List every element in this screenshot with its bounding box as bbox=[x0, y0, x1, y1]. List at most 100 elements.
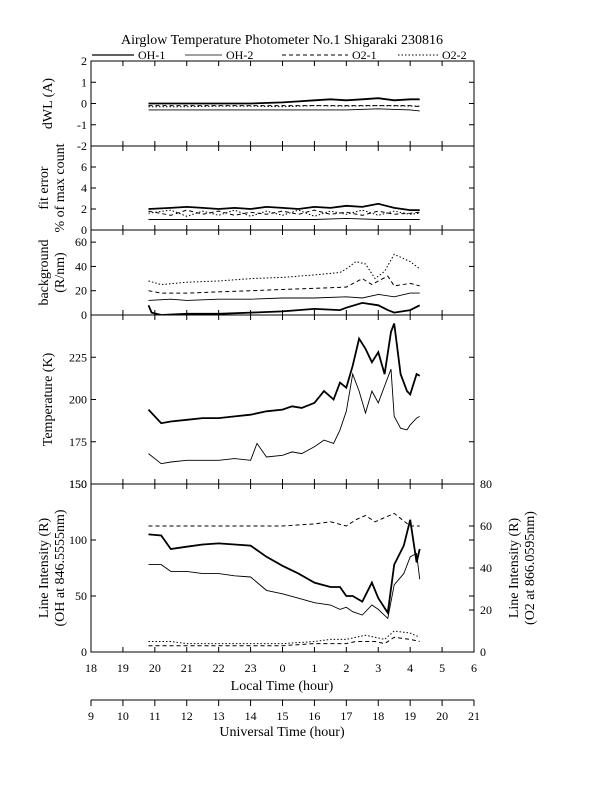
ytick-label-line-intensity: 100 bbox=[69, 533, 87, 547]
xtick-label-local: 23 bbox=[245, 661, 257, 675]
xtick-label-universal: 13 bbox=[213, 709, 225, 723]
xtick-label-local: 2 bbox=[343, 661, 349, 675]
ytick-label-fit-error: 0 bbox=[81, 223, 87, 237]
xtick-label-local: 20 bbox=[149, 661, 161, 675]
y2-axis-title-line-intensity: (O2 at 866.0595nm) bbox=[523, 511, 538, 625]
series-line-temperature-0 bbox=[147, 323, 421, 425]
legend-label-o22: O2-2 bbox=[442, 48, 467, 62]
panel-frame-dwl bbox=[90, 60, 475, 147]
ytick-label-dwl: 1 bbox=[81, 75, 87, 89]
legend-label-oh2: OH-2 bbox=[226, 48, 253, 62]
ytick-label-line-intensity: 50 bbox=[75, 589, 87, 603]
ytick-label-fit-error: 2 bbox=[81, 202, 87, 216]
series-line-dwl-1 bbox=[148, 108, 420, 112]
xtick-label-universal: 15 bbox=[277, 709, 289, 723]
x-axis-title-local: Local Time (hour) bbox=[231, 679, 334, 694]
xtick-label-universal: 19 bbox=[404, 709, 416, 723]
series-line-line-intensity-3 bbox=[148, 630, 420, 645]
y2tick-label-line-intensity: 80 bbox=[480, 477, 492, 491]
xtick-label-universal: 10 bbox=[117, 709, 129, 723]
ytick-label-background: 20 bbox=[75, 284, 87, 298]
xtick-label-local: 18 bbox=[85, 661, 97, 675]
legend: OH-1 OH-2 O2-1 O2-2 bbox=[92, 48, 467, 62]
panel-fit-error: 6 4 2 0 fit error% of max count bbox=[37, 143, 475, 237]
xtick-label-universal: 18 bbox=[372, 709, 384, 723]
xtick-label-universal: 14 bbox=[245, 709, 257, 723]
ytick-label-fit-error: 4 bbox=[81, 181, 87, 195]
series-line-temperature-1 bbox=[148, 368, 420, 465]
panel-background: 60 40 20 0 background (R/nm) bbox=[37, 229, 475, 322]
x-axis-title-universal: Universal Time (hour) bbox=[219, 725, 345, 740]
y-axis-title-fit-error: fit error bbox=[37, 166, 52, 209]
series-line-background-2 bbox=[148, 275, 420, 294]
panel-frame-temperature bbox=[90, 314, 475, 485]
series-line-background-1 bbox=[148, 292, 420, 301]
y2tick-label-line-intensity: 40 bbox=[480, 561, 492, 575]
series-line-background-3 bbox=[148, 253, 421, 286]
legend-label-o21: O2-1 bbox=[352, 48, 377, 62]
panel-dwl: 2 1 0 -1 -2 dWL (A) bbox=[41, 54, 475, 153]
series-line-dwl-0 bbox=[148, 97, 420, 105]
ytick-label-temperature: 175 bbox=[69, 435, 87, 449]
ytick-label-dwl: -2 bbox=[77, 139, 87, 153]
xtick-label-local: 4 bbox=[407, 661, 413, 675]
xtick-label-universal: 20 bbox=[436, 709, 448, 723]
y-axis-title-temperature: Temperature (K) bbox=[41, 352, 56, 446]
ytick-label-fit-error: 6 bbox=[81, 160, 87, 174]
ytick-label-background: 0 bbox=[81, 308, 87, 322]
chart-title: Airglow Temperature Photometer No.1 Shig… bbox=[121, 33, 443, 48]
xtick-label-local: 1 bbox=[311, 661, 317, 675]
panel-frame-background bbox=[90, 229, 475, 316]
legend-label-oh1: OH-1 bbox=[138, 48, 165, 62]
series-line-line-intensity-4 bbox=[148, 636, 420, 647]
ytick-label-background: 60 bbox=[75, 235, 87, 249]
y-axis-title-dwl: dWL (A) bbox=[41, 78, 56, 130]
y2tick-label-line-intensity: 60 bbox=[480, 519, 492, 533]
xtick-label-local: 3 bbox=[375, 661, 381, 675]
y2tick-label-line-intensity: 20 bbox=[480, 603, 492, 617]
series-line-dwl-2 bbox=[148, 105, 420, 108]
y-axis-title-background: (R/nm) bbox=[53, 252, 68, 293]
series-line-fit-error-2 bbox=[148, 209, 420, 216]
xtick-label-universal: 9 bbox=[88, 709, 94, 723]
ytick-label-dwl: -1 bbox=[77, 118, 87, 132]
series-line-fit-error-1 bbox=[148, 217, 420, 220]
y-axis-title-line-intensity: Line Intensity (R) bbox=[37, 518, 52, 619]
ytick-label-dwl: 0 bbox=[81, 97, 87, 111]
x-axes: 18 19 20 21 22 23 0 1 2 3 4 5 69 10 11 12 13 14 15 16 17 18 19… bbox=[85, 661, 480, 723]
y-axis-title-background: background bbox=[37, 239, 52, 305]
y-axis-title-fit-error: % of max count bbox=[53, 143, 68, 232]
xtick-label-local: 5 bbox=[439, 661, 445, 675]
xtick-label-local: 6 bbox=[471, 661, 477, 675]
xtick-label-universal: 16 bbox=[308, 709, 320, 723]
xtick-label-local: 19 bbox=[117, 661, 129, 675]
panel-frame-fit-error bbox=[90, 145, 475, 231]
panel-frame-line-intensity bbox=[90, 483, 475, 653]
xtick-label-local: 21 bbox=[181, 661, 193, 675]
panel-temperature: 225 200 175 150 Temperature (K) bbox=[41, 314, 475, 491]
ytick-label-temperature: 225 bbox=[69, 350, 87, 364]
ytick-label-temperature: 150 bbox=[69, 477, 87, 491]
xtick-label-local: 0 bbox=[280, 661, 286, 675]
xtick-label-universal: 11 bbox=[149, 709, 161, 723]
series-line-dwl-3 bbox=[148, 105, 420, 108]
y2-axis-title-line-intensity: Line Intensity (R) bbox=[507, 518, 522, 619]
ytick-label-line-intensity: 150 bbox=[69, 477, 87, 491]
ytick-label-line-intensity: 0 bbox=[81, 645, 87, 659]
xtick-label-universal: 21 bbox=[468, 709, 480, 723]
xtick-label-universal: 17 bbox=[340, 709, 352, 723]
y2tick-label-line-intensity: 0 bbox=[480, 645, 486, 659]
series-line-line-intensity-2 bbox=[148, 512, 420, 527]
series-line-fit-error-0 bbox=[148, 202, 420, 212]
series-line-line-intensity-0 bbox=[148, 519, 421, 616]
ytick-label-temperature: 200 bbox=[69, 393, 87, 407]
ytick-label-dwl: 2 bbox=[81, 54, 87, 68]
xtick-label-local: 22 bbox=[213, 661, 225, 675]
ytick-label-background: 40 bbox=[75, 259, 87, 273]
y-axis-title-line-intensity: (OH at 846.5555nm) bbox=[53, 509, 68, 626]
xtick-label-universal: 12 bbox=[181, 709, 193, 723]
series-line-background-0 bbox=[147, 301, 421, 315]
